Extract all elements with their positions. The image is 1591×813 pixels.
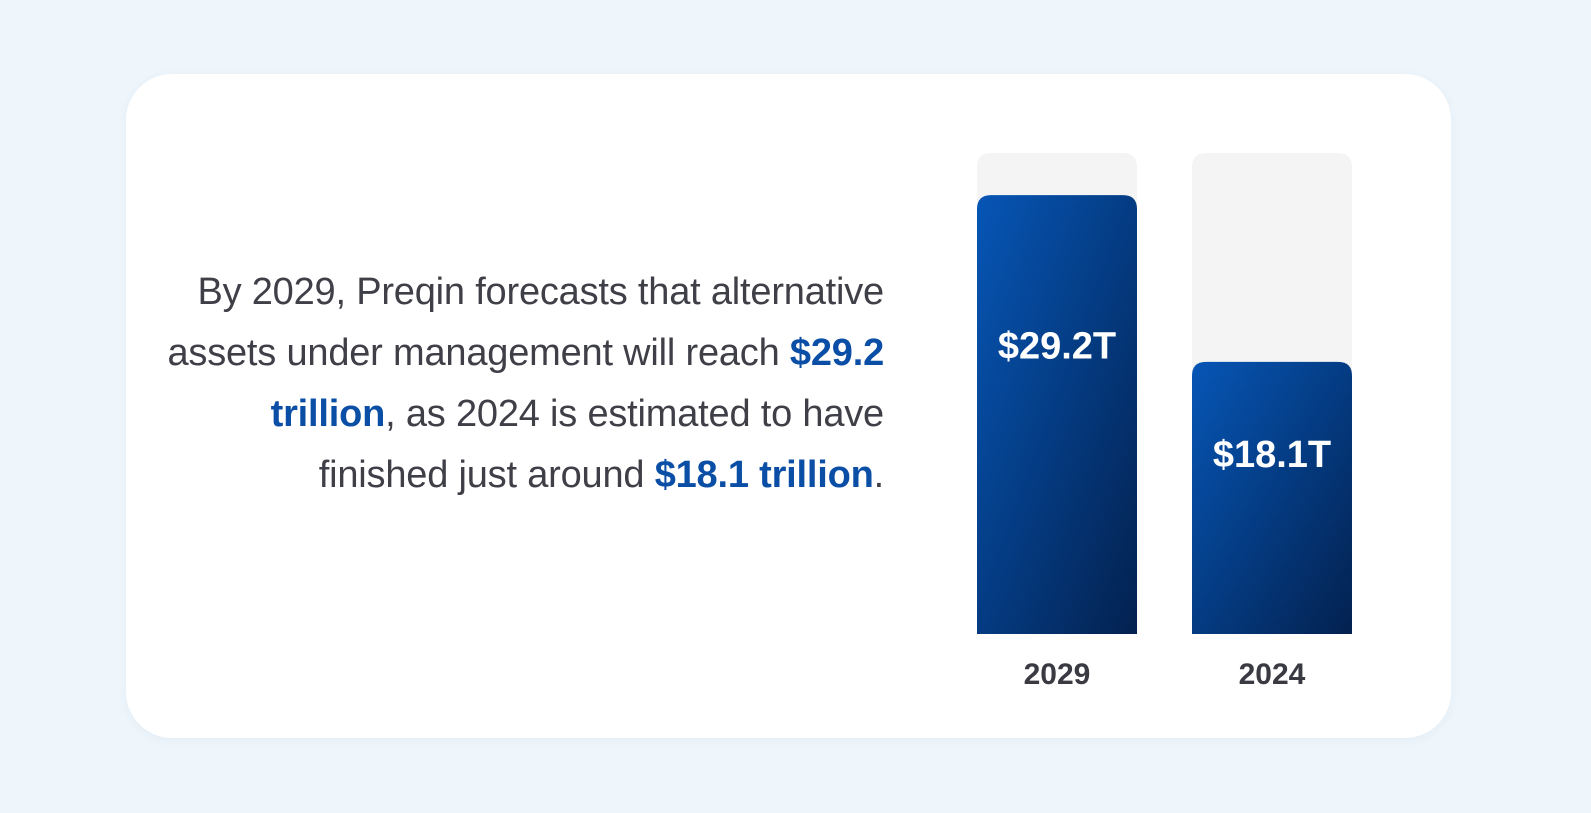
bar-2029 — [977, 195, 1137, 634]
category-label-2029: 2029 — [1024, 658, 1091, 691]
statement-highlight-2024: $18.1 trillion — [654, 454, 874, 496]
statement-highlight-2029: $29.2 trillion — [270, 332, 885, 435]
forecast-statement: By 2029, Preqin forecasts that alternati… — [160, 262, 884, 506]
category-label-2024: 2024 — [1239, 658, 1306, 691]
bar-2024 — [1192, 361, 1352, 634]
statement-text-3: . — [873, 454, 885, 496]
statement-text-2: , as 2024 is estimated to have finished … — [318, 393, 884, 496]
bar-value-label-2029: $29.2T — [998, 326, 1116, 368]
bar-value-label-2024: $18.1T — [1213, 434, 1331, 476]
statement-text-1: By 2029, Preqin forecasts that alternati… — [167, 271, 884, 374]
